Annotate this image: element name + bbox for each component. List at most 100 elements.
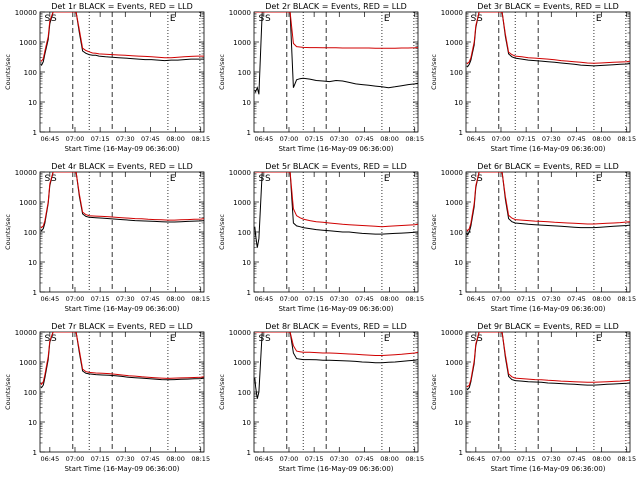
x-tick-label: 08:00 xyxy=(166,455,185,463)
y-tick-label: 10000 xyxy=(229,9,251,17)
y-tick-label: 100 xyxy=(450,389,463,397)
y-tick-label: 1 xyxy=(247,289,251,297)
y-axis-label: Counts/sec xyxy=(430,214,438,250)
y-tick-label: 10000 xyxy=(15,329,37,337)
x-tick-label: 07:15 xyxy=(305,135,324,143)
y-axis-label: Counts/sec xyxy=(4,374,12,410)
series-lld-line xyxy=(40,172,204,229)
x-tick-label: 08:00 xyxy=(592,295,611,303)
y-tick-label: 1 xyxy=(33,129,37,137)
x-axis-label: Start Time (16-May-09 06:36:00) xyxy=(278,145,393,153)
y-tick-label: 10000 xyxy=(229,329,251,337)
y-tick-label: 10 xyxy=(454,419,463,427)
x-tick-label: 07:30 xyxy=(542,135,561,143)
y-axis-label: Counts/sec xyxy=(218,374,226,410)
chart-panel-9: Det 9r BLACK = Events, RED = LLD Counts/s… xyxy=(430,322,636,473)
y-tick-label: 1000 xyxy=(19,359,37,367)
chart-title: Det 5r BLACK = Events, RED = LLD xyxy=(265,162,407,171)
plot-frame xyxy=(253,171,419,293)
plot-frame xyxy=(39,171,205,293)
x-tick-label: 08:15 xyxy=(191,295,210,303)
y-axis-label: Counts/sec xyxy=(4,214,12,250)
x-tick-label: 08:15 xyxy=(191,135,210,143)
chart-title: Det 9r BLACK = Events, RED = LLD xyxy=(477,322,619,331)
x-tick-label: 07:00 xyxy=(66,455,85,463)
x-tick-label: 06:45 xyxy=(254,295,273,303)
event-marker: S xyxy=(265,334,271,344)
event-marker: E xyxy=(596,174,602,184)
x-axis-label: Start Time (16-May-09 06:36:00) xyxy=(278,465,393,473)
chart-title: Det 4r BLACK = Events, RED = LLD xyxy=(51,162,193,171)
x-axis-label: Start Time (16-May-09 06:36:00) xyxy=(64,145,179,153)
x-axis-label: Start Time (16-May-09 06:36:00) xyxy=(490,145,605,153)
chart-panel-5: Det 5r BLACK = Events, RED = LLD Counts/s… xyxy=(218,162,424,313)
event-marker: E xyxy=(170,14,176,24)
chart-panel-4: Det 4r BLACK = Events, RED = LLD Counts/s… xyxy=(4,162,210,313)
y-tick-label: 1000 xyxy=(19,199,37,207)
y-tick-label: 10 xyxy=(454,259,463,267)
event-marker: E xyxy=(384,174,390,184)
y-tick-label: 10000 xyxy=(15,9,37,17)
x-tick-label: 07:15 xyxy=(305,455,324,463)
y-tick-label: 10 xyxy=(28,419,37,427)
y-tick-label: 100 xyxy=(238,229,251,237)
x-tick-label: 08:00 xyxy=(380,455,399,463)
event-marker: S xyxy=(470,334,476,344)
y-tick-label: 1000 xyxy=(233,359,251,367)
x-tick-label: 07:00 xyxy=(280,295,299,303)
event-marker: S xyxy=(51,174,57,184)
event-marker: E xyxy=(596,334,602,344)
x-tick-label: 08:15 xyxy=(405,295,424,303)
x-axis-label: Start Time (16-May-09 06:36:00) xyxy=(64,305,179,313)
y-tick-label: 1 xyxy=(247,449,251,457)
y-tick-label: 100 xyxy=(238,389,251,397)
series-lld-line xyxy=(466,12,630,65)
x-tick-label: 06:45 xyxy=(254,135,273,143)
x-tick-label: 06:45 xyxy=(466,135,485,143)
y-tick-label: 10000 xyxy=(441,329,463,337)
chart-panel-8: Det 8r BLACK = Events, RED = LLD Counts/s… xyxy=(218,322,424,473)
y-tick-label: 100 xyxy=(238,69,251,77)
event-marker: E xyxy=(384,334,390,344)
x-tick-label: 07:30 xyxy=(542,295,561,303)
series-lld-line xyxy=(466,172,630,232)
chart-panel-3: Det 3r BLACK = Events, RED = LLD Counts/s… xyxy=(430,2,636,153)
y-tick-label: 10000 xyxy=(441,9,463,17)
y-tick-label: 1000 xyxy=(445,39,463,47)
x-tick-label: 07:30 xyxy=(330,455,349,463)
event-marker: S xyxy=(477,174,483,184)
series-events-line xyxy=(254,332,418,399)
x-tick-label: 07:00 xyxy=(492,295,511,303)
x-tick-label: 07:00 xyxy=(280,455,299,463)
x-tick-label: 07:15 xyxy=(517,455,536,463)
x-tick-label: 06:45 xyxy=(40,135,59,143)
y-tick-label: 10000 xyxy=(229,169,251,177)
plot-frame xyxy=(39,331,205,453)
x-tick-label: 06:45 xyxy=(254,455,273,463)
x-tick-label: 06:45 xyxy=(466,455,485,463)
y-axis-label: Counts/sec xyxy=(4,54,12,90)
x-tick-label: 08:15 xyxy=(617,455,636,463)
x-tick-label: 07:15 xyxy=(91,455,110,463)
x-tick-label: 06:45 xyxy=(40,295,59,303)
y-tick-label: 10 xyxy=(242,419,251,427)
x-tick-label: 07:15 xyxy=(517,135,536,143)
x-tick-label: 07:45 xyxy=(141,135,160,143)
series-events-line xyxy=(466,332,630,391)
x-tick-label: 06:45 xyxy=(40,455,59,463)
chart-title: Det 8r BLACK = Events, RED = LLD xyxy=(265,322,407,331)
x-tick-label: 07:30 xyxy=(116,135,135,143)
series-lld-line xyxy=(466,332,630,388)
series-lld-line xyxy=(254,12,418,49)
x-tick-label: 07:45 xyxy=(567,135,586,143)
x-axis-label: Start Time (16-May-09 06:36:00) xyxy=(64,465,179,473)
event-marker: S xyxy=(44,174,50,184)
y-axis-label: Counts/sec xyxy=(218,54,226,90)
chart-panel-2: Det 2r BLACK = Events, RED = LLD Counts/s… xyxy=(218,2,424,153)
y-tick-label: 100 xyxy=(24,69,37,77)
x-tick-label: 07:45 xyxy=(355,135,374,143)
y-tick-label: 1 xyxy=(247,129,251,137)
x-tick-label: 07:00 xyxy=(280,135,299,143)
y-tick-label: 1 xyxy=(459,289,463,297)
